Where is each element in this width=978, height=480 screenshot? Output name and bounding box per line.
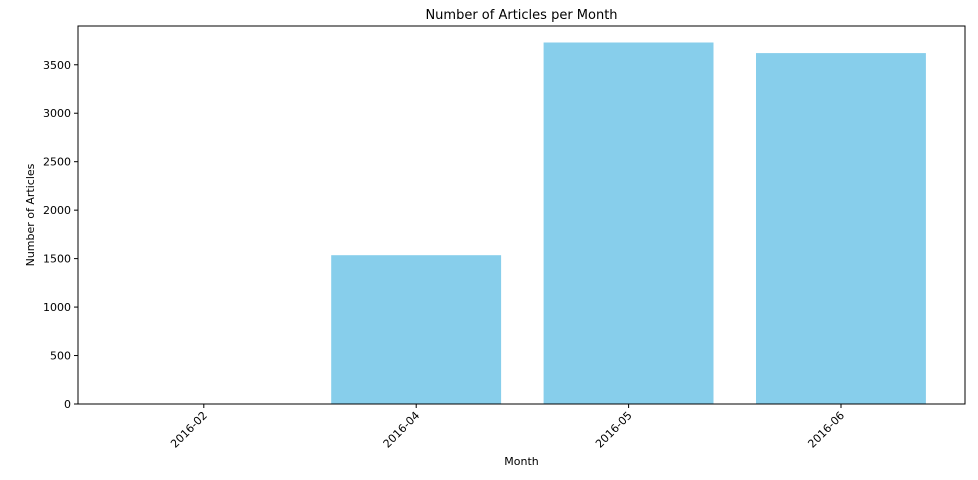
x-tick-label: 2016-05 — [593, 409, 635, 451]
x-tick-label: 2016-04 — [381, 409, 423, 451]
x-tick-label: 2016-06 — [805, 409, 847, 451]
bar-2016-06 — [756, 53, 926, 404]
bar-2016-05 — [543, 42, 714, 404]
y-axis: 0 500 1000 1500 2000 2500 3000 3500 — [43, 59, 78, 411]
chart-title: Number of Articles per Month — [425, 8, 617, 23]
plot-frame — [77, 25, 966, 405]
y-tick-label: 2500 — [43, 156, 71, 169]
bar-2016-04 — [331, 255, 502, 404]
y-tick-label: 1000 — [43, 301, 71, 314]
x-tick-label: 2016-02 — [168, 409, 210, 451]
y-tick-label: 2000 — [43, 204, 71, 217]
x-axis: 2016-02 2016-04 2016-05 2016-06 — [168, 404, 847, 451]
y-tick-label: 3000 — [43, 107, 71, 120]
x-axis-label: Month — [504, 455, 539, 468]
y-tick-label: 500 — [50, 350, 71, 363]
y-tick-label: 3500 — [43, 59, 71, 72]
bars-group — [118, 42, 926, 404]
y-tick-label: 1500 — [43, 253, 71, 266]
y-tick-label: 0 — [64, 398, 71, 411]
y-axis-label: Number of Articles — [24, 163, 37, 266]
